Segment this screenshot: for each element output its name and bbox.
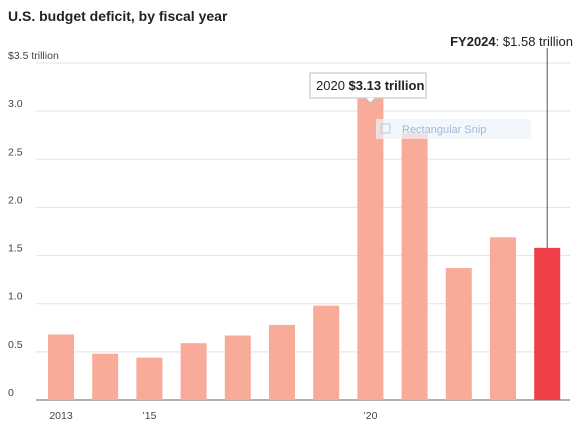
latest-annotation-text: FY2024: $1.58 trillion [450, 34, 573, 49]
y-tick-label: $3.5 trillion [8, 50, 59, 62]
x-axis-labels: 2013 ’15 ’20 [49, 410, 377, 422]
latest-label: FY2024 [450, 34, 496, 49]
y-tick-label: 3.0 [8, 98, 23, 110]
bar-2021 [401, 133, 428, 400]
bar-2015 [136, 357, 163, 400]
x-tick-label: ’20 [363, 410, 377, 422]
peak-annotation-pointer [365, 97, 376, 104]
rectangular-snip-overlay: Rectangular Snip [376, 119, 531, 139]
bar-2020 [357, 98, 384, 400]
bar-2024 [534, 247, 561, 400]
bar-2023 [490, 237, 516, 400]
latest-sep: : [496, 34, 503, 49]
bar-2019 [313, 305, 340, 400]
snip-overlay-box [376, 119, 531, 139]
peak-annotation: 2020 $3.13 trillion [309, 72, 427, 104]
y-tick-label: 2.0 [8, 194, 23, 206]
x-tick-label: 2013 [49, 410, 73, 422]
peak-value: $3.13 trillion [349, 78, 425, 93]
bar-2017 [224, 335, 251, 400]
bar-2016 [180, 343, 207, 400]
snip-overlay-label: Rectangular Snip [402, 124, 486, 136]
latest-annotation: FY2024: $1.58 trillion [450, 34, 573, 248]
bars [48, 98, 561, 400]
bar-2022 [445, 268, 472, 400]
snip-icon [380, 123, 391, 134]
peak-annotation-text: 2020 $3.13 trillion [316, 78, 424, 93]
gridlines [36, 62, 570, 401]
peak-year: 2020 [316, 78, 345, 93]
bar-2013 [48, 334, 74, 400]
y-tick-label: 0 [8, 387, 14, 399]
peak-annotation-box [309, 72, 427, 99]
bar-2018 [269, 324, 295, 400]
y-tick-label: 0.5 [8, 339, 23, 351]
y-tick-label: 1.5 [8, 243, 23, 255]
y-axis-labels: $3.5 trillion 3.0 2.5 2.0 1.5 1.0 0.5 0 [8, 50, 59, 399]
latest-value: $1.58 trillion [503, 34, 573, 49]
x-tick-label: ’15 [142, 410, 156, 422]
y-tick-label: 1.0 [8, 291, 23, 303]
bar-2014 [92, 353, 119, 400]
chart-title: U.S. budget deficit, by fiscal year [8, 8, 228, 24]
y-tick-label: 2.5 [8, 146, 23, 158]
